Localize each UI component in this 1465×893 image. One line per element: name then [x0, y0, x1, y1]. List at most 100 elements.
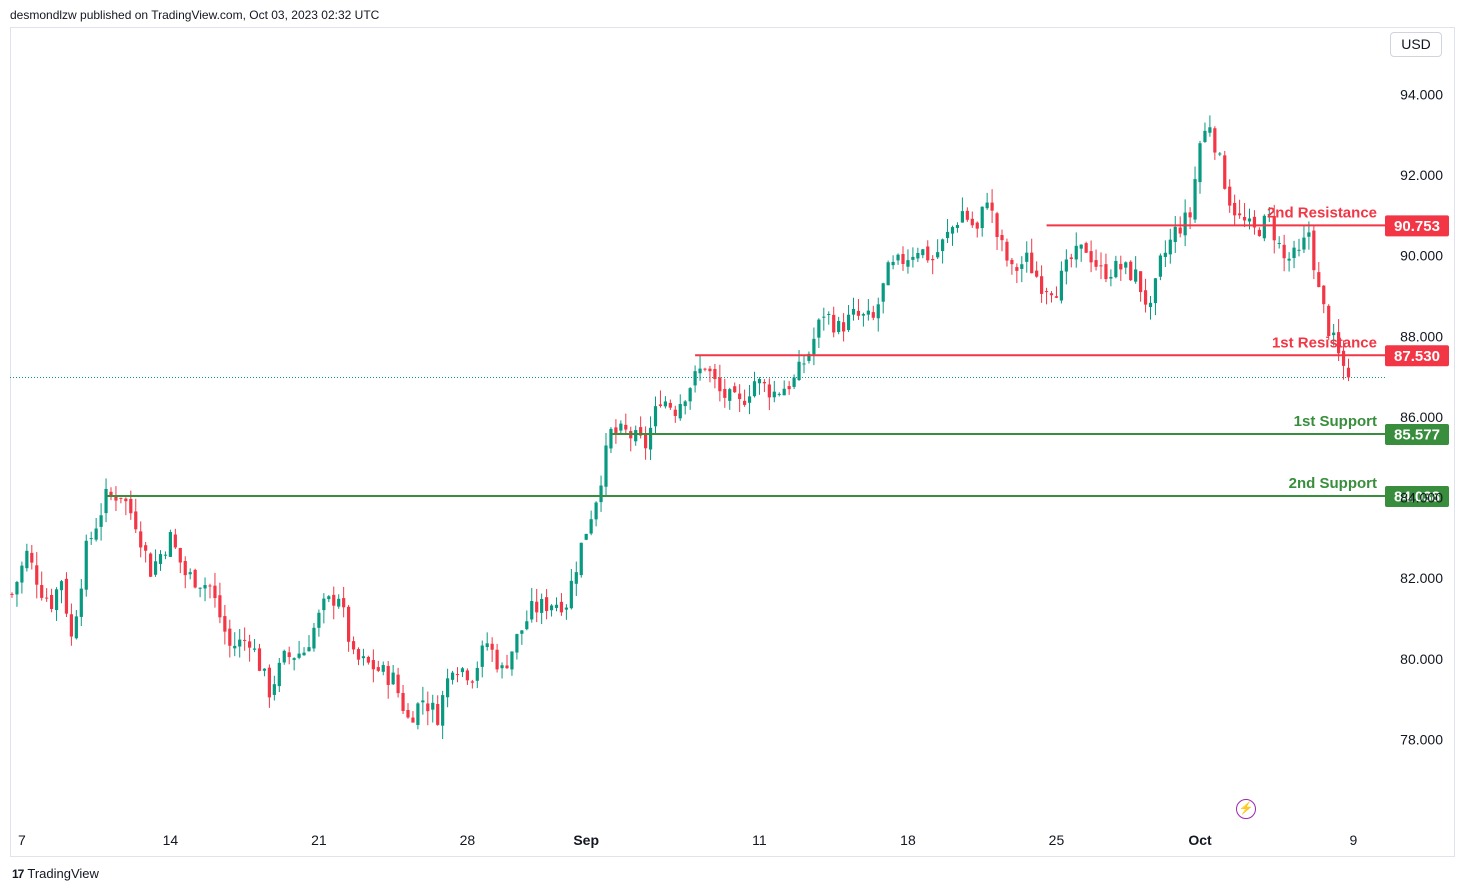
candle-body	[663, 401, 667, 407]
candle-body	[178, 547, 182, 563]
level-name-label: 1st Support	[1294, 413, 1377, 430]
candle-body	[1193, 179, 1197, 220]
candle-body	[262, 668, 267, 671]
candle-body	[614, 427, 618, 433]
x-tick-label: 9	[1350, 832, 1358, 848]
tradingview-logo[interactable]: 17 TradingView	[12, 866, 99, 881]
candle-body	[218, 595, 222, 618]
candle-body	[683, 401, 687, 407]
candle-body	[832, 314, 836, 333]
candle-body	[634, 430, 638, 442]
candle-body	[505, 665, 509, 669]
candle-body	[1025, 252, 1029, 262]
candle-body	[713, 368, 717, 380]
candle-body	[861, 314, 865, 316]
candle-body	[114, 495, 118, 501]
candle-body	[1302, 237, 1306, 250]
candle-body	[1158, 255, 1162, 277]
candle-body	[450, 672, 455, 680]
candle-body	[347, 606, 351, 642]
candle-body	[213, 585, 217, 599]
candle-body	[881, 283, 885, 302]
price-axis[interactable]: 78.000 80.000 82.000 84.000 86.000 88.000 90.0…	[1400, 86, 1443, 747]
candle-body	[1054, 296, 1059, 298]
candle-body	[381, 665, 385, 672]
candle-body	[767, 384, 771, 398]
candle-body	[609, 428, 613, 449]
candle-body	[342, 598, 346, 608]
level-price-label: 84.038	[1394, 489, 1440, 506]
candle-body	[564, 607, 568, 610]
candle-body	[233, 645, 237, 649]
candle-body	[475, 667, 479, 681]
candle-body	[955, 225, 960, 228]
candle-body	[277, 662, 281, 687]
candle-body	[911, 256, 915, 260]
candle-body	[941, 239, 945, 252]
candle-body	[15, 581, 19, 595]
time-axis[interactable]: 7 14 21 28 Sep 11 18 25 Oct 9	[18, 832, 1358, 848]
candle-body	[1099, 265, 1103, 267]
candle-body	[1183, 212, 1187, 236]
candle-body	[530, 601, 534, 620]
candle-body	[50, 594, 54, 609]
candle-body	[40, 585, 44, 598]
candle-body	[975, 222, 979, 229]
candle-body	[901, 253, 905, 264]
candle-body	[812, 338, 816, 355]
candle-body	[401, 692, 405, 711]
candle-body	[1307, 232, 1311, 237]
candle-body	[1040, 276, 1044, 294]
candle-body	[762, 381, 766, 384]
flash-icon[interactable]: ⚡	[1236, 799, 1256, 819]
candle-body	[10, 593, 14, 595]
candle-body	[985, 202, 989, 209]
candle-body	[465, 670, 469, 681]
level-name-label: 2nd Resistance	[1267, 204, 1377, 221]
candle-body	[1089, 251, 1093, 263]
candle-body	[931, 258, 935, 261]
candle-body	[886, 262, 890, 286]
candle-body	[1252, 216, 1257, 228]
candle-body	[1242, 216, 1247, 221]
candle-body	[188, 572, 192, 575]
level-price-tag	[1385, 423, 1449, 445]
candle-body	[431, 702, 435, 710]
candle-body	[846, 314, 851, 331]
tradingview-logo-text: TradingView	[27, 866, 99, 881]
candle-body	[787, 386, 791, 390]
candle-body	[1317, 272, 1321, 288]
candle-body	[30, 552, 34, 563]
candle-body	[198, 587, 202, 589]
candle-body	[896, 254, 900, 261]
candle-body	[144, 545, 148, 551]
currency-button[interactable]: USD	[1390, 32, 1442, 57]
candle-body	[1213, 128, 1217, 153]
candle-body	[1124, 262, 1128, 268]
candle-body	[990, 202, 994, 211]
candle-body	[243, 639, 247, 641]
candle-body	[208, 585, 212, 587]
candle-body	[153, 561, 158, 575]
candle-body	[470, 681, 474, 683]
candle-body	[20, 565, 24, 583]
candle-body	[129, 498, 133, 514]
candle-body	[1069, 257, 1073, 260]
candle-body	[549, 605, 554, 611]
candle-body	[485, 643, 489, 648]
candle-body	[866, 310, 870, 315]
candle-body	[99, 515, 103, 527]
candle-body	[1287, 258, 1291, 261]
candle-body	[594, 502, 598, 520]
candle-body	[678, 404, 682, 419]
candle-body	[960, 211, 964, 223]
candle-body	[1297, 249, 1301, 251]
y-tick-label: 84.000	[1400, 490, 1443, 506]
candle-body	[965, 210, 969, 220]
candle-body	[1114, 260, 1118, 278]
candle-body	[1000, 235, 1004, 241]
candle-body	[307, 647, 311, 652]
level-price-label: 90.753	[1394, 218, 1440, 235]
candle-body	[1035, 270, 1039, 277]
